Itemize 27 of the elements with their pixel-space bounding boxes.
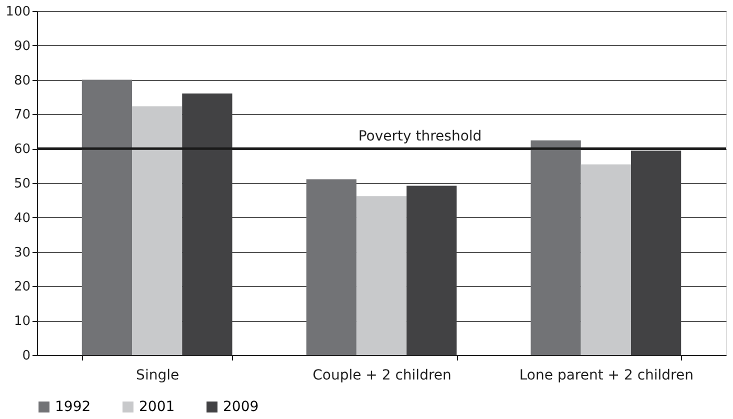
bar: [182, 94, 232, 355]
y-tick-label: 50: [14, 176, 30, 192]
bar: [580, 164, 631, 355]
legend-label: 2001: [139, 399, 175, 415]
y-tick-label: 40: [14, 210, 30, 226]
ref-line-label: Poverty threshold: [358, 128, 482, 145]
y-tick-label: 0: [22, 348, 30, 364]
y-tick-label: 10: [14, 314, 30, 330]
bar: [132, 106, 182, 355]
bar: [306, 179, 356, 355]
y-tick-label: 100: [6, 4, 30, 20]
x-tick-label: Lone parent + 2 children: [519, 368, 694, 384]
y-tick-label: 80: [14, 73, 30, 88]
y-tick-label: 90: [14, 38, 30, 54]
bar: [630, 150, 682, 355]
y-tick-label: 70: [14, 108, 30, 123]
bar: [530, 140, 581, 355]
bar: [82, 80, 132, 355]
x-tick-label: Single: [136, 368, 180, 384]
y-tick-label: 60: [14, 142, 30, 158]
legend-label: 1992: [55, 399, 91, 415]
bar: [406, 186, 457, 355]
y-tick-label: 20: [14, 280, 30, 295]
y-tick-label: 30: [14, 245, 30, 260]
bar: [356, 196, 407, 355]
legend-label: 2009: [223, 399, 259, 415]
x-tick-label: Couple + 2 children: [312, 368, 452, 384]
